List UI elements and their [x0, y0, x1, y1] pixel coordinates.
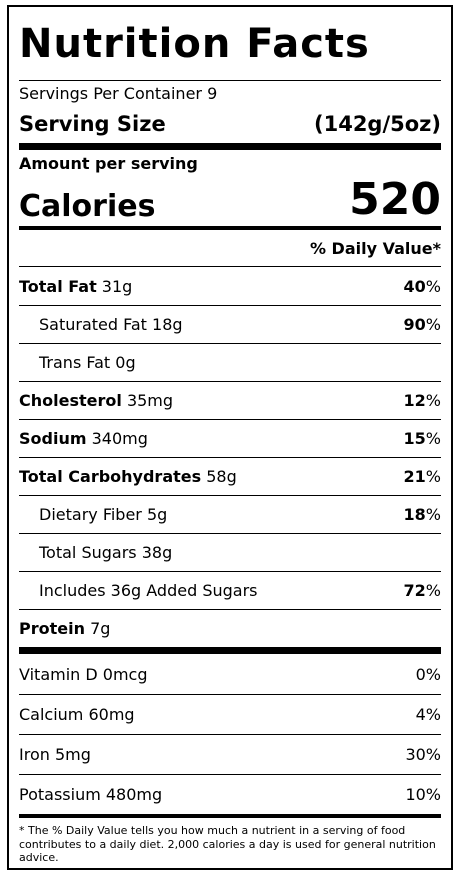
vitamin-label: Calcium 60mg — [19, 705, 135, 724]
percent-value: 72 — [403, 581, 426, 600]
percent-value: 40 — [403, 276, 426, 296]
calories-value: 520 — [349, 174, 441, 225]
nutrient-name: Sodium 340mg — [19, 429, 148, 448]
percent-sign: % — [425, 467, 441, 486]
nutrient-percent: 18% — [404, 505, 441, 524]
divider-thick — [19, 647, 441, 654]
divider — [19, 266, 441, 267]
calories-row: Calories 520 — [19, 173, 441, 225]
daily-value-header: % Daily Value* — [309, 239, 441, 258]
divider — [19, 80, 441, 81]
percent-value: 21 — [403, 467, 426, 486]
label-title: Nutrition Facts — [19, 21, 370, 67]
nutrient-amount: 35mg — [121, 391, 174, 410]
nutrient-percent: 40% — [404, 277, 441, 296]
nutrient-row: Total Fat 31g 40% — [19, 267, 441, 305]
vitamin-list: Vitamin D 0mcg 0% Calcium 60mg 4% Iron 5mg 30… — [19, 654, 441, 814]
nutrient-percent: 12% — [404, 391, 441, 410]
nutrient-name: Includes 36g Added Sugars — [39, 581, 258, 600]
nutrient-label: Total Sugars 38g — [39, 543, 173, 562]
divider-medium — [19, 226, 441, 230]
footnote: * The % Daily Value tells you how much a… — [19, 824, 436, 864]
nutrient-amount: 58g — [201, 467, 237, 486]
nutrient-row: Trans Fat 0g — [19, 343, 441, 381]
percent-sign: % — [425, 505, 441, 524]
vitamin-label: Vitamin D 0mcg — [19, 664, 148, 684]
nutrient-label: Protein — [19, 619, 85, 638]
nutrient-name: Cholesterol 35mg — [19, 391, 173, 410]
nutrient-name: Total Sugars 38g — [39, 543, 172, 562]
percent-value: 12 — [403, 391, 426, 410]
nutrient-label: Cholesterol — [19, 391, 122, 410]
nutrient-percent: 72% — [404, 581, 441, 600]
vitamin-row: Iron 5mg 30% — [19, 734, 441, 774]
nutrient-name: Total Carbohydrates 58g — [19, 467, 237, 486]
nutrient-name: Trans Fat 0g — [39, 353, 136, 372]
nutrient-label: Trans Fat 0g — [39, 353, 136, 372]
vitamin-row: Potassium 480mg 10% — [19, 774, 441, 814]
nutrient-percent: 15% — [404, 429, 441, 448]
nutrient-row: Total Sugars 38g — [19, 533, 441, 571]
percent-value: 15 — [403, 429, 426, 448]
nutrient-label: Saturated Fat 18g — [39, 315, 183, 334]
nutrient-label: Total Carbohydrates — [19, 467, 202, 486]
divider-thick — [19, 143, 441, 150]
vitamin-percent: 10% — [405, 785, 441, 804]
percent-sign: % — [425, 391, 441, 410]
nutrient-amount: 31g — [96, 276, 133, 296]
nutrient-row: Protein 7g — [19, 609, 441, 647]
nutrient-row: Dietary Fiber 5g 18% — [19, 495, 441, 533]
nutrient-row: Cholesterol 35mg 12% — [19, 381, 441, 419]
vitamin-label: Potassium 480mg — [19, 785, 163, 804]
vitamin-label: Iron 5mg — [19, 745, 91, 764]
nutrient-name: Total Fat 31g — [19, 277, 132, 296]
vitamin-row: Vitamin D 0mcg 0% — [19, 654, 441, 694]
percent-sign: % — [425, 276, 441, 296]
nutrient-list: Total Fat 31g 40% Saturated Fat 18g 90% Tran… — [19, 267, 441, 647]
vitamin-percent: 0% — [415, 664, 441, 684]
nutrient-amount: 7g — [84, 619, 111, 638]
nutrition-label: Nutrition Facts Servings Per Container 9… — [7, 5, 453, 870]
nutrient-row: Saturated Fat 18g 90% — [19, 305, 441, 343]
servings-per-container: Servings Per Container 9 — [19, 84, 218, 103]
calories-label: Calories — [19, 189, 156, 224]
vitamin-percent: 4% — [415, 705, 441, 724]
nutrient-row: Sodium 340mg 15% — [19, 419, 441, 457]
nutrient-label: Sodium — [19, 429, 87, 448]
nutrient-percent: 21% — [404, 467, 441, 486]
vitamin-row: Calcium 60mg 4% — [19, 694, 441, 734]
nutrient-label: Total Fat — [19, 276, 97, 296]
nutrient-label: Includes 36g Added Sugars — [39, 581, 258, 600]
percent-value: 90 — [403, 315, 426, 334]
serving-size-row: Serving Size (142g/5oz) — [19, 107, 441, 139]
percent-sign: % — [425, 429, 441, 448]
divider-medium — [19, 814, 441, 818]
nutrient-name: Dietary Fiber 5g — [39, 505, 167, 524]
nutrient-amount: 340mg — [86, 429, 148, 448]
percent-sign: % — [425, 581, 441, 600]
percent-value: 18 — [403, 505, 426, 524]
serving-size-value: (142g/5oz) — [314, 112, 441, 136]
nutrient-name: Protein 7g — [19, 619, 110, 638]
percent-sign: % — [425, 315, 441, 334]
nutrient-row: Includes 36g Added Sugars 72% — [19, 571, 441, 609]
nutrient-name: Saturated Fat 18g — [39, 315, 183, 334]
amount-per-serving: Amount per serving — [19, 154, 198, 173]
nutrient-label: Dietary Fiber 5g — [39, 505, 168, 524]
nutrient-percent: 90% — [404, 315, 441, 334]
serving-size-label: Serving Size — [19, 112, 166, 136]
nutrient-row: Total Carbohydrates 58g 21% — [19, 457, 441, 495]
vitamin-percent: 30% — [405, 745, 441, 764]
